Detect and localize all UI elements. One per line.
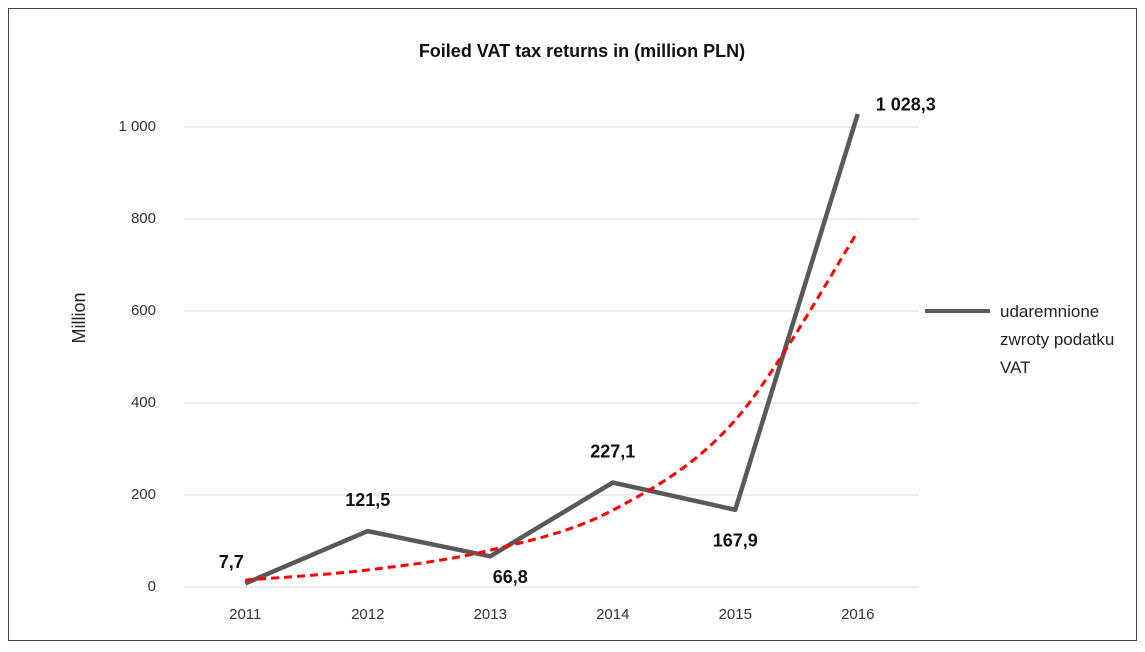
y-tick-label: 1 000 [118,118,156,135]
legend-label: udaremnione zwroty podatku VAT [1000,302,1115,377]
data-label: 66,8 [493,567,528,587]
data-label: 7,7 [219,552,244,572]
y-tick-label: 200 [131,486,156,503]
chart-frame [8,8,1137,641]
data-label: 167,9 [713,531,758,551]
trend-line [245,231,860,582]
x-tick-label: 2016 [841,606,874,623]
x-tick-label: 2014 [596,606,629,623]
y-tick-label: 400 [131,394,156,411]
data-label: 121,5 [345,490,390,510]
x-tick-label: 2013 [474,606,507,623]
y-tick-label: 0 [148,578,156,595]
y-tick-label: 600 [131,302,156,319]
chart-title: Foiled VAT tax returns in (million PLN) [419,41,745,61]
x-tick-label: 2011 [229,606,261,623]
y-axis-label: Million [69,292,89,343]
data-line [244,113,860,586]
y-tick-label: 800 [131,210,156,227]
x-tick-label: 2012 [351,606,384,623]
data-label: 1 028,3 [876,95,936,115]
x-tick-label: 2015 [719,606,752,623]
data-label: 227,1 [590,441,635,461]
